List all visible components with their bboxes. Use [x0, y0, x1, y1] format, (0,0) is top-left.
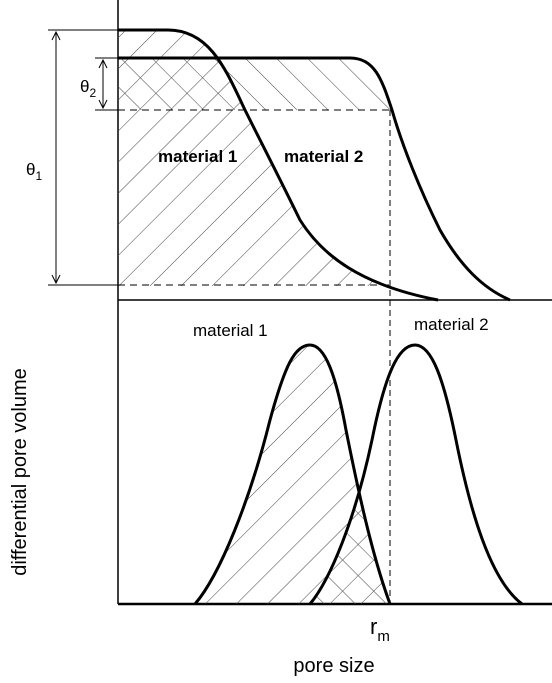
- theta-dimension-markers: [48, 29, 118, 286]
- material-2-distribution-curve: [308, 343, 523, 606]
- top-material-2-label: material 2: [284, 147, 363, 166]
- material-1-distribution-curve: [193, 343, 392, 605]
- top-material-1-label: material 1: [158, 147, 237, 166]
- material-2-cumulative-curve: [118, 56, 511, 302]
- material-2-hatch-top: [118, 58, 510, 110]
- bottom-hatched-regions: [195, 345, 390, 604]
- theta2-label: θ2: [80, 77, 96, 100]
- y-axis-label: differential pore volume: [9, 368, 31, 576]
- theta1-label: θ1: [26, 160, 42, 183]
- bottom-material-1-label: material 1: [193, 321, 268, 340]
- x-axis-label: pore size: [293, 655, 374, 677]
- bottom-material-2-label: material 2: [414, 315, 489, 334]
- top-guide-lines: [118, 109, 392, 604]
- rm-label: rm: [370, 614, 390, 645]
- material-1-cumulative-curve: [118, 28, 439, 302]
